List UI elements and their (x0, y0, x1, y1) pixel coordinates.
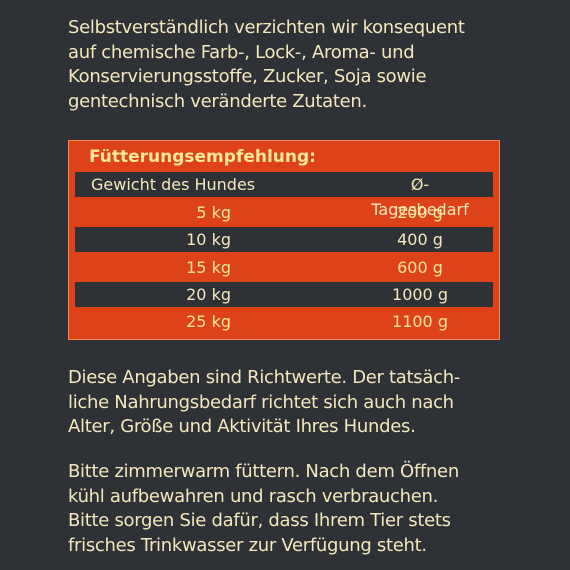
table-row: 25 kg 1100 g (75, 309, 493, 334)
text-line: Selbstverständlich verzichten wir konseq… (68, 17, 465, 38)
table-row: 15 kg 600 g (75, 255, 493, 280)
text-line: frisches Trinkwasser zur Verfügung steht… (68, 534, 427, 556)
table-title: Fütterungsempfehlung: (89, 147, 316, 167)
text-line: Bitte zimmerwarm füttern. Nach dem Öffne… (68, 461, 459, 482)
text-line: liche Nahrungsbedarf richtet sich auch n… (68, 391, 454, 413)
text-line: auf chemische Farb-, Lock-, Aroma- und (68, 41, 415, 63)
amount-cell: 1100 g (392, 312, 448, 332)
table-row: 5 kg 200 g (75, 200, 493, 225)
weight-cell: 20 kg (186, 284, 231, 304)
amount-cell: 200 g (397, 203, 443, 222)
amount-cell: 1000 g (392, 284, 448, 304)
table-row: 10 kg 400 g (75, 227, 493, 253)
header-cell: Ø-Tagesbedarf (371, 175, 469, 219)
header-cell: Gewicht des Hundes (91, 175, 256, 194)
amount-cell: 400 g (397, 230, 443, 250)
weight-cell: 5 kg (196, 203, 231, 222)
table-row: 20 kg 1000 g (75, 281, 493, 307)
table-header: Gewicht des Hundes Ø-Tagesbedarf (75, 172, 493, 219)
weight-cell: 25 kg (186, 312, 231, 332)
text-line: gentechnisch veränderte Zutaten. (68, 90, 367, 112)
text-line: Konservierungsstoffe, Zucker, Soja sowie (68, 66, 427, 87)
amount-cell: 600 g (397, 257, 443, 277)
text-line: kühl aufbewahren und rasch verbrauchen. (68, 485, 439, 507)
text-line: Diese Angaben sind Richtwerte. Der tatsä… (68, 367, 461, 388)
text-line: Bitte sorgen Sie dafür, dass Ihrem Tier … (68, 510, 451, 531)
feeding-table: Fütterungsempfehlung: Gewicht des Hundes… (68, 140, 500, 340)
weight-cell: 10 kg (186, 230, 231, 250)
weight-cell: 15 kg (186, 257, 231, 277)
text-line: Alter, Größe und Aktivität Ihres Hundes. (68, 416, 416, 437)
